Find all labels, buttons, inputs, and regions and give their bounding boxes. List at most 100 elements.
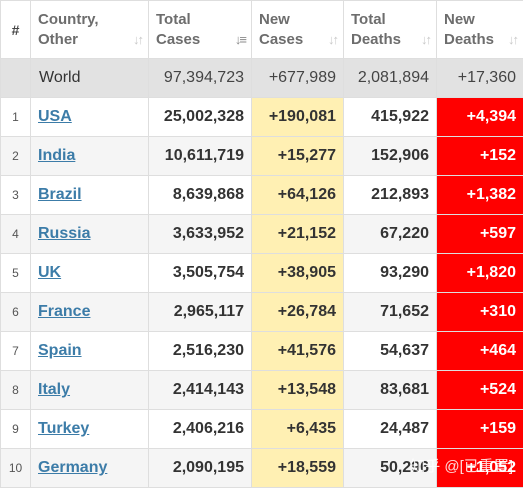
total-deaths-cell: 415,922	[344, 98, 437, 137]
rank-cell: 10	[1, 449, 31, 488]
new-deaths-cell: +4,394	[437, 98, 523, 137]
header-country-line2: Other	[31, 30, 148, 50]
header-total-deaths[interactable]: Total Deaths ↓↑	[344, 1, 437, 59]
country-link[interactable]: Turkey	[38, 420, 89, 437]
country-cell: Brazil	[31, 176, 149, 215]
world-total-row: World 97,394,723 +677,989 2,081,894 +17,…	[1, 59, 523, 98]
country-cell: Germany	[31, 449, 149, 488]
world-new-cases: +677,989	[252, 59, 344, 98]
country-link[interactable]: Brazil	[38, 186, 82, 203]
world-rank-cell	[1, 59, 31, 98]
rank-cell: 3	[1, 176, 31, 215]
new-cases-cell: +26,784	[252, 293, 344, 332]
total-deaths-cell: 67,220	[344, 215, 437, 254]
sort-descending-icon: ↓≡	[235, 30, 245, 50]
total-cases-cell: 10,611,719	[149, 137, 252, 176]
new-cases-cell: +21,152	[252, 215, 344, 254]
country-cell: Spain	[31, 332, 149, 371]
new-cases-cell: +64,126	[252, 176, 344, 215]
total-deaths-cell: 54,637	[344, 332, 437, 371]
country-cell: UK	[31, 254, 149, 293]
country-link[interactable]: India	[38, 147, 75, 164]
total-cases-cell: 3,505,754	[149, 254, 252, 293]
total-cases-cell: 2,406,216	[149, 410, 252, 449]
country-link[interactable]: Spain	[38, 342, 82, 359]
total-cases-cell: 2,516,230	[149, 332, 252, 371]
country-link[interactable]: Italy	[38, 381, 70, 398]
world-name: World	[31, 59, 149, 98]
header-total-deaths-line1: Total	[344, 10, 436, 30]
country-link[interactable]: France	[38, 303, 90, 320]
new-deaths-cell: +524	[437, 371, 523, 410]
total-deaths-cell: 93,290	[344, 254, 437, 293]
total-cases-cell: 2,965,117	[149, 293, 252, 332]
rank-cell: 7	[1, 332, 31, 371]
new-cases-cell: +190,081	[252, 98, 344, 137]
new-deaths-cell: +464	[437, 332, 523, 371]
country-cell: Italy	[31, 371, 149, 410]
header-total-cases-line1: Total	[149, 10, 251, 30]
new-deaths-cell: +159	[437, 410, 523, 449]
new-deaths-cell: +1,820	[437, 254, 523, 293]
new-cases-cell: +41,576	[252, 332, 344, 371]
country-cell: USA	[31, 98, 149, 137]
country-cell: India	[31, 137, 149, 176]
total-deaths-cell: 24,487	[344, 410, 437, 449]
rank-cell: 9	[1, 410, 31, 449]
new-cases-cell: +13,548	[252, 371, 344, 410]
total-deaths-cell: 71,652	[344, 293, 437, 332]
total-cases-cell: 3,633,952	[149, 215, 252, 254]
rank-cell: 6	[1, 293, 31, 332]
new-cases-cell: +18,559	[252, 449, 344, 488]
world-total-cases: 97,394,723	[149, 59, 252, 98]
new-deaths-cell: +597	[437, 215, 523, 254]
header-country-line1: Country,	[31, 10, 148, 30]
header-total-cases[interactable]: Total Cases ↓≡	[149, 1, 252, 59]
total-deaths-cell: 152,906	[344, 137, 437, 176]
country-cell: France	[31, 293, 149, 332]
sort-icon: ↓↑	[328, 30, 337, 50]
world-total-deaths: 2,081,894	[344, 59, 437, 98]
world-new-deaths: +17,360	[437, 59, 523, 98]
header-new-cases[interactable]: New Cases ↓↑	[252, 1, 344, 59]
country-link[interactable]: Russia	[38, 225, 90, 242]
total-cases-cell: 2,090,195	[149, 449, 252, 488]
new-cases-cell: +6,435	[252, 410, 344, 449]
total-cases-cell: 8,639,868	[149, 176, 252, 215]
country-link[interactable]: Germany	[38, 459, 107, 476]
total-deaths-cell: 83,681	[344, 371, 437, 410]
header-rank-label: #	[12, 22, 20, 38]
header-new-deaths[interactable]: New Deaths ↓↑	[437, 1, 523, 59]
header-new-deaths-line1: New	[437, 10, 523, 30]
rank-cell: 4	[1, 215, 31, 254]
total-deaths-cell: 50,296	[344, 449, 437, 488]
header-country[interactable]: Country, Other ↓↑	[31, 1, 149, 59]
header-rank[interactable]: #	[1, 1, 31, 59]
new-deaths-cell: +310	[437, 293, 523, 332]
country-link[interactable]: USA	[38, 108, 72, 125]
new-cases-cell: +38,905	[252, 254, 344, 293]
country-link[interactable]: UK	[38, 264, 61, 281]
rank-cell: 2	[1, 137, 31, 176]
new-deaths-cell: +152	[437, 137, 523, 176]
new-cases-cell: +15,277	[252, 137, 344, 176]
total-cases-cell: 25,002,328	[149, 98, 252, 137]
new-deaths-cell: +1,052	[437, 449, 523, 488]
country-cell: Turkey	[31, 410, 149, 449]
new-deaths-cell: +1,382	[437, 176, 523, 215]
sort-icon: ↓↑	[508, 30, 517, 50]
sort-icon: ↓↑	[133, 30, 142, 50]
total-deaths-cell: 212,893	[344, 176, 437, 215]
total-cases-cell: 2,414,143	[149, 371, 252, 410]
